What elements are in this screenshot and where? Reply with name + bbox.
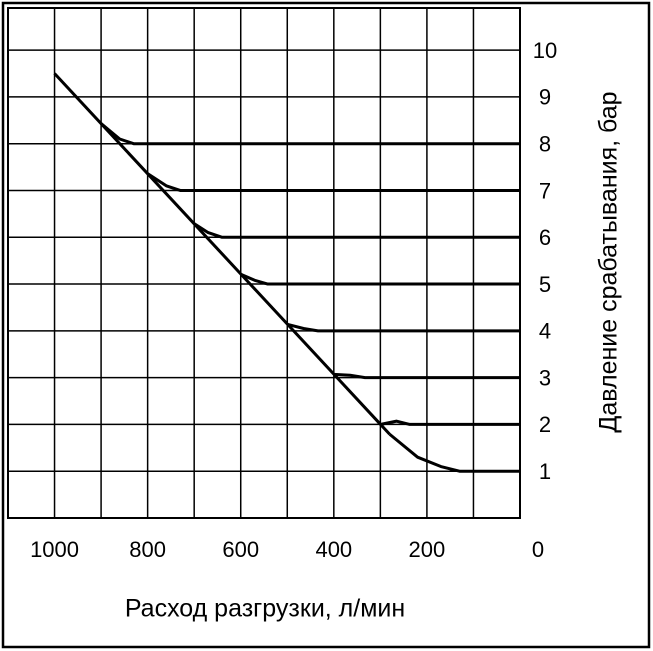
x-tick-label: 800 (129, 537, 166, 562)
x-tick-label: 0 (532, 537, 544, 562)
curve (146, 172, 520, 192)
x-tick-label: 1000 (30, 537, 79, 562)
y-tick-label: 6 (539, 225, 551, 250)
x-tick-label: 200 (409, 537, 446, 562)
plot-frame (7, 7, 521, 519)
y-tick-label: 8 (539, 132, 551, 157)
y-tick-label: 5 (539, 272, 551, 297)
y-tick-label: 10 (533, 38, 557, 63)
curve (333, 372, 520, 380)
y-tick-label: 1 (539, 459, 551, 484)
x-tick-label: 400 (315, 537, 352, 562)
curve (53, 72, 391, 436)
curve (240, 272, 520, 286)
curve (380, 419, 520, 426)
y-axis-label: Давление срабатывания, бар (595, 91, 623, 432)
x-tick-label: 600 (222, 537, 259, 562)
x-axis-label: Расход разгрузки, л/мин (125, 595, 405, 623)
y-tick-label: 9 (539, 85, 551, 110)
curve (100, 122, 520, 146)
curve (286, 322, 520, 333)
y-tick-label: 2 (539, 412, 551, 437)
y-tick-label: 4 (539, 319, 551, 344)
y-tick-label: 3 (539, 365, 551, 390)
curve (193, 222, 520, 239)
curve (388, 433, 520, 473)
y-tick-label: 7 (539, 178, 551, 203)
